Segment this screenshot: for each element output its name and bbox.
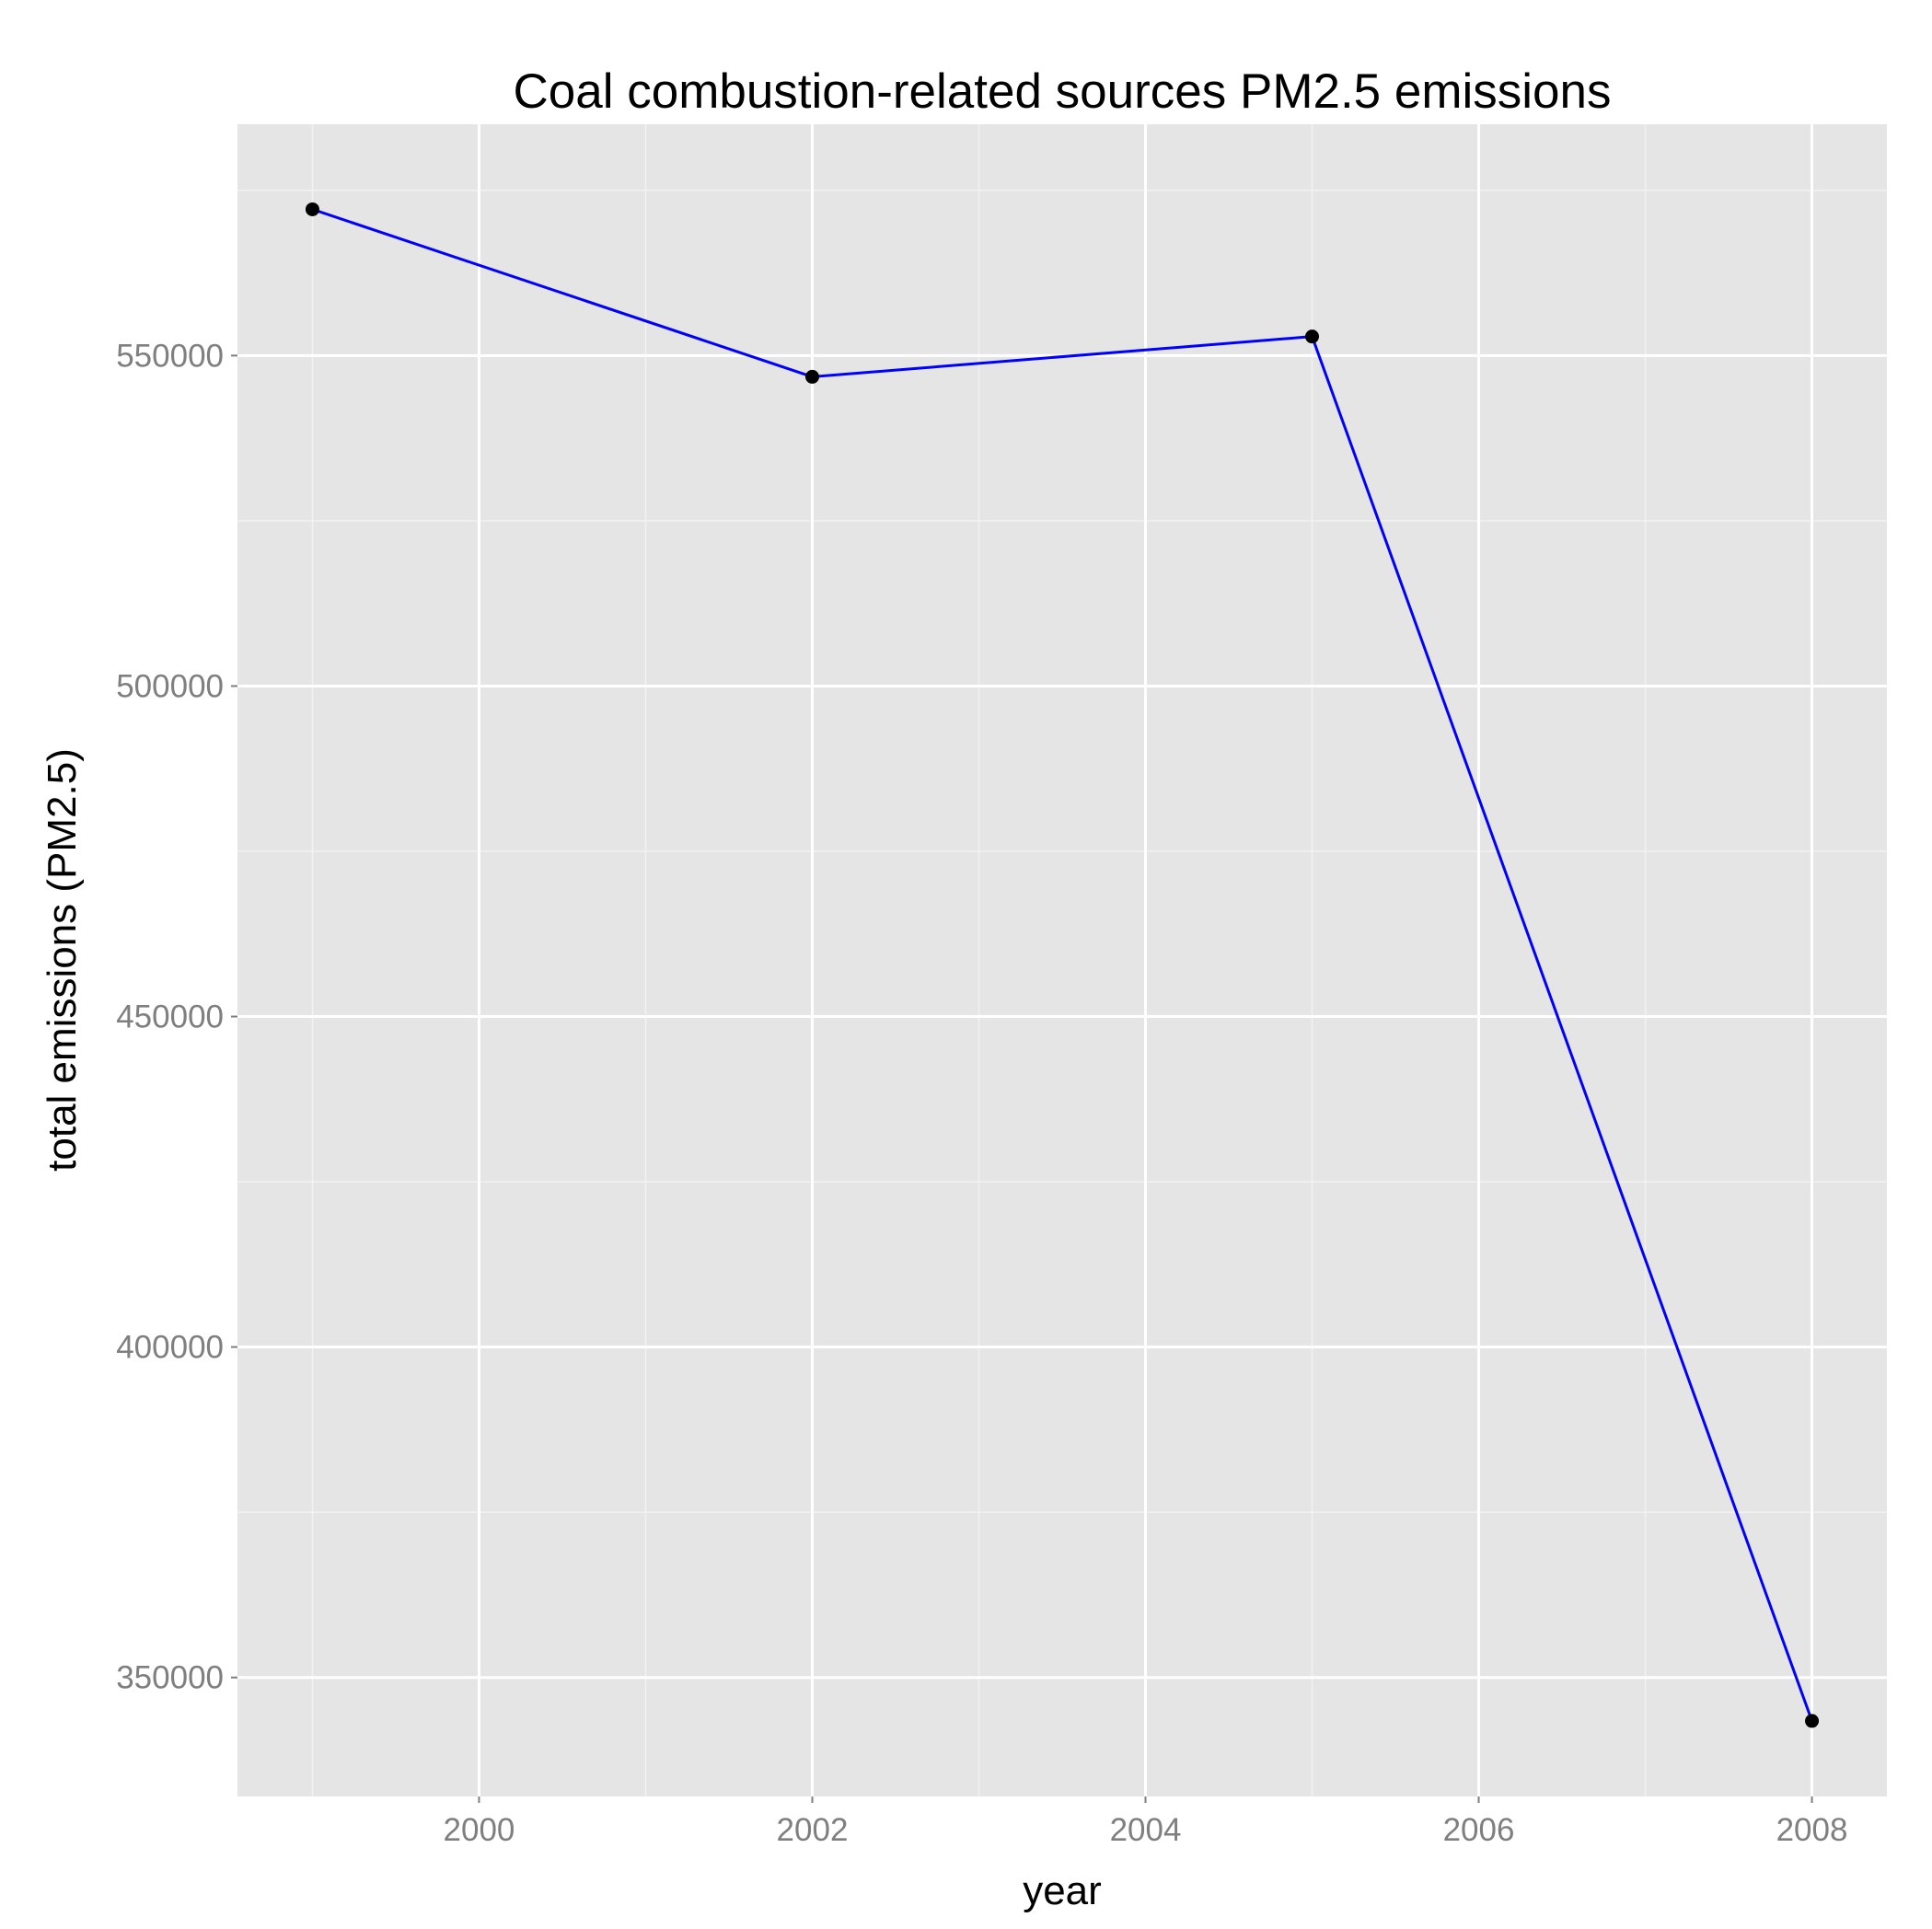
minor-gridlines bbox=[237, 124, 1887, 1796]
x-tick-label: 2004 bbox=[1110, 1812, 1182, 1848]
major-gridlines bbox=[237, 124, 1887, 1796]
x-tick-label: 2006 bbox=[1443, 1812, 1515, 1848]
series-line bbox=[311, 208, 1813, 1722]
y-tick-label: 400000 bbox=[116, 1330, 224, 1366]
x-axis-title: year bbox=[1023, 1868, 1102, 1913]
chart-title: Coal combustion-related sources PM2.5 em… bbox=[513, 64, 1611, 119]
data-point bbox=[305, 202, 319, 216]
y-tick-label: 450000 bbox=[116, 999, 224, 1035]
x-tick-label: 2002 bbox=[777, 1812, 849, 1848]
x-axis-ticks: 2000 2002 2004 2006 2008 bbox=[444, 1796, 1848, 1848]
plot-panel bbox=[237, 124, 1887, 1796]
y-axis-ticks: 350000 400000 450000 500000 550000 bbox=[116, 338, 237, 1696]
y-tick-label: 350000 bbox=[116, 1660, 224, 1696]
data-point bbox=[1305, 329, 1320, 344]
y-tick-label: 550000 bbox=[116, 338, 224, 374]
data-point bbox=[804, 369, 819, 384]
y-tick-label: 500000 bbox=[116, 668, 224, 704]
x-tick-label: 2000 bbox=[444, 1812, 515, 1848]
series-layer bbox=[305, 202, 1820, 1728]
data-point bbox=[1805, 1714, 1820, 1728]
y-axis-title: total emissions (PM2.5) bbox=[40, 748, 85, 1172]
x-tick-label: 2008 bbox=[1776, 1812, 1848, 1848]
